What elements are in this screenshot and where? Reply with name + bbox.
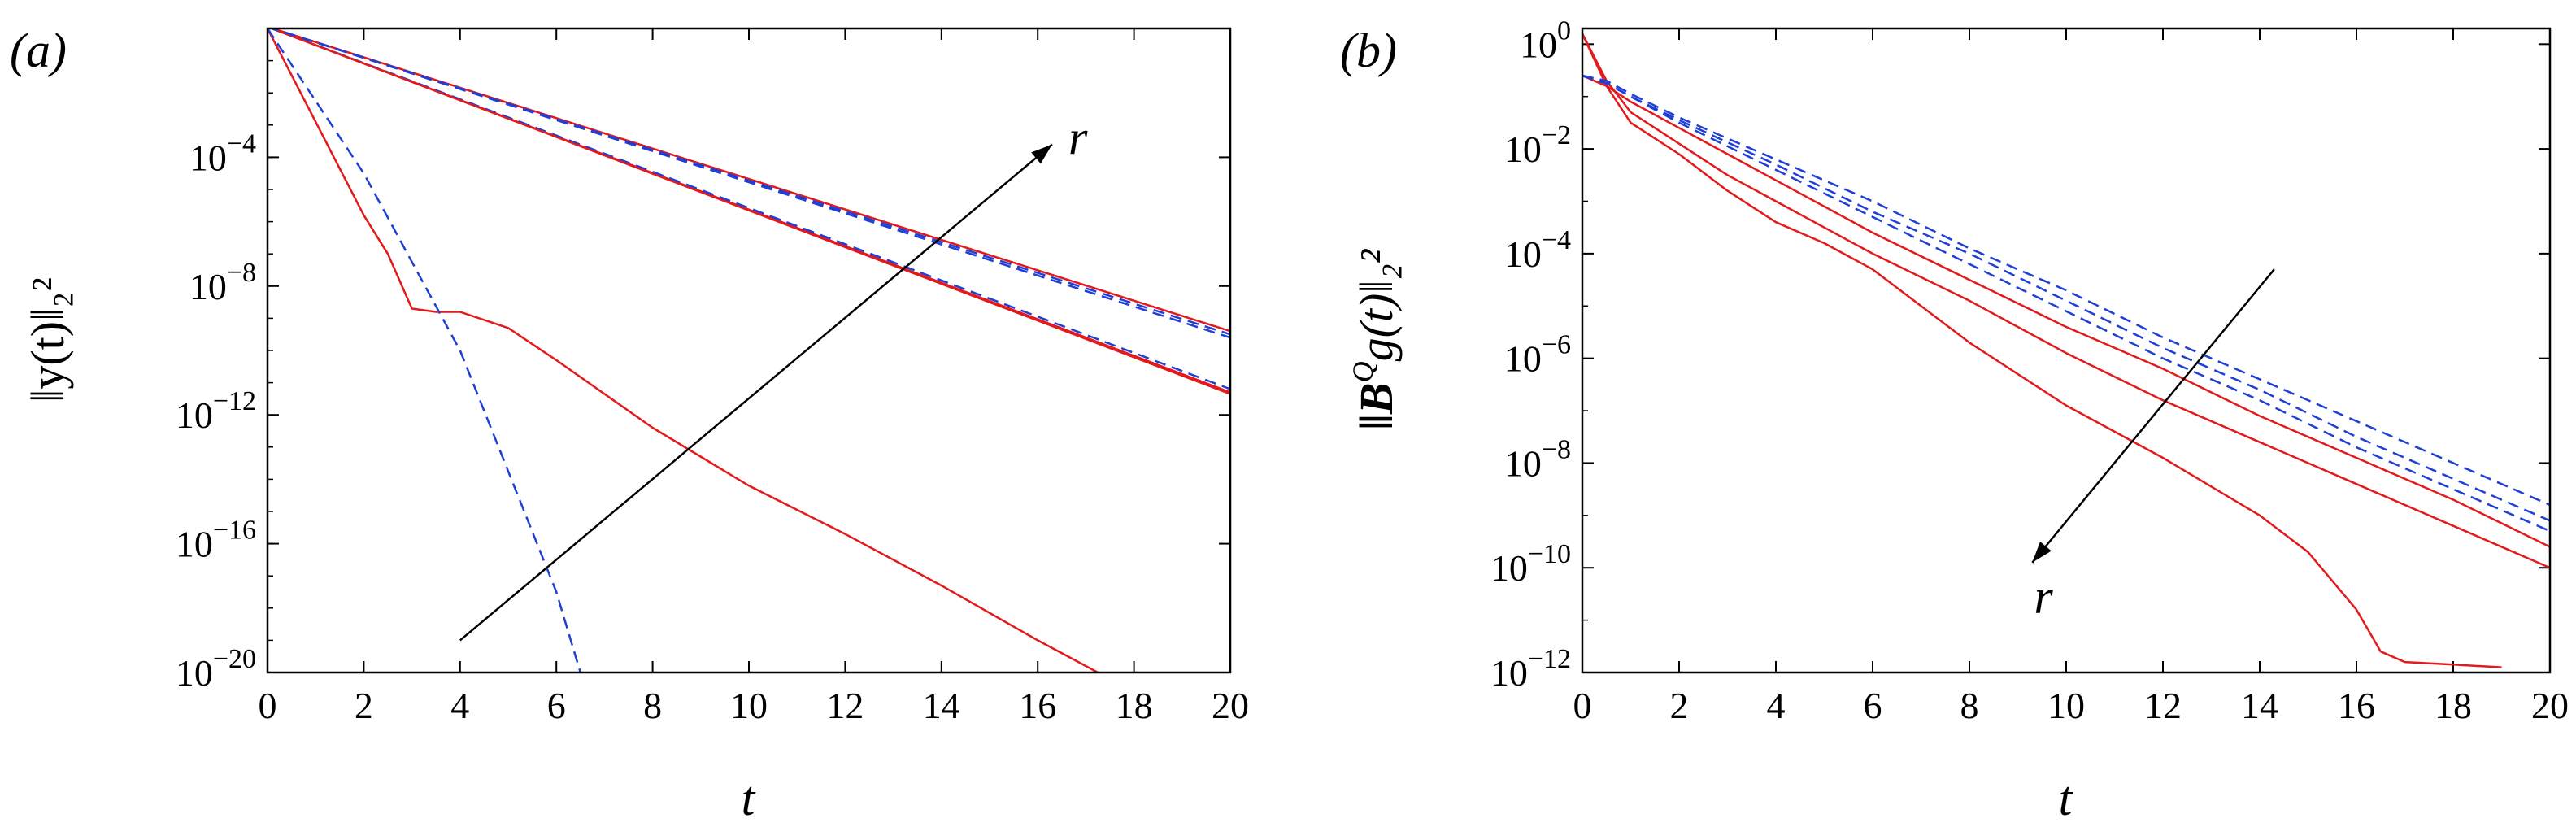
- panel-a-arrow-head: [1031, 144, 1052, 164]
- panel-b-xtick-label: 12: [2144, 685, 2182, 726]
- panel-b-series-red-3: [1582, 74, 2550, 548]
- panel-b-series-blue-1: [1582, 74, 2550, 533]
- panel-a-series: [268, 28, 1230, 672]
- panel-a-series-blue-4: [269, 28, 1230, 339]
- panel-a-xtick-label: 0: [259, 685, 277, 726]
- panel-b-xlabel: t: [2059, 772, 2073, 825]
- panel-b-series-red-2: [1582, 33, 2550, 569]
- panel-a-series-blue-1: [268, 28, 581, 672]
- panel-a-xtick-label: 10: [730, 685, 768, 726]
- panel-b-frame: [1581, 27, 2552, 674]
- panel-b: (b) t ‖BQg(t)‖₂² 0 2 4 6 8 10 12 14 16 18 20 100 10−…: [1340, 15, 2569, 825]
- panel-b-ylabel-tail: g(t)‖₂²: [1350, 248, 1403, 361]
- panel-a-ytick-label: 10−12: [176, 386, 256, 436]
- panel-a-xtick-label: 12: [826, 685, 864, 726]
- panel-a-xtick-label: 20: [1212, 685, 1249, 726]
- panel-a-ytick-label: 10−8: [189, 258, 256, 307]
- panel-a-label: (a): [10, 24, 67, 77]
- panel-a-ytick-label: 10−16: [176, 516, 256, 565]
- panel-b-xtick-label: 6: [1864, 685, 1882, 726]
- panel-a-series-red-1: [268, 28, 1100, 672]
- panel-b-ytick-label: 10−2: [1504, 120, 1571, 170]
- panel-b-arrow-label: r: [2034, 570, 2053, 624]
- panel-a-xtick-label: 8: [643, 685, 662, 726]
- panel-a-ytick-label: 10−20: [176, 644, 256, 694]
- panel-b-xtick-label: 2: [1670, 685, 1689, 726]
- panel-a-ticks: 0 2 4 6 8 10 12 14 16 18 20 10−4 10−8 10−12 10−16 10−20: [176, 28, 1249, 726]
- panel-a-xtick-label: 14: [923, 685, 960, 726]
- panel-b-ylabel-head: ‖B: [1350, 382, 1403, 430]
- panel-b-arrow-line: [2031, 268, 2275, 564]
- panel-a-xtick-label: 4: [450, 685, 469, 726]
- panel-a-ylabel: ‖y(t)‖₂²: [21, 277, 74, 403]
- panel-b-ylabel: ‖BQg(t)‖₂²: [1347, 248, 1403, 430]
- panel-a-xtick-label: 2: [355, 685, 373, 726]
- panel-b-xtick-label: 14: [2241, 685, 2278, 726]
- panel-b-xtick-label: 16: [2338, 685, 2375, 726]
- panel-b-ticks: 0 2 4 6 8 10 12 14 16 18 20 100 10−2 10−4 10−6 10−8 10−1…: [1490, 15, 2569, 726]
- panel-b-series-blue-3: [1582, 74, 2550, 507]
- panel-a-arrow: r: [459, 111, 1088, 642]
- panel-b-xtick-label: 4: [1767, 685, 1786, 726]
- panel-b-series-red-1: [1582, 33, 2502, 668]
- panel-b-series-blue-2: [1582, 74, 2550, 522]
- panel-b-xtick-label: 10: [2047, 685, 2085, 726]
- panel-a-arrow-label: r: [1068, 111, 1088, 165]
- panel-b-ytick-label: 10−8: [1504, 434, 1571, 484]
- panel-b-ytick-label: 10−10: [1490, 539, 1571, 589]
- panel-a-ytick-label: 10−4: [189, 128, 256, 178]
- panel-b-ytick-label: 10−6: [1504, 330, 1571, 380]
- panel-a-xlabel: t: [742, 772, 756, 825]
- panel-a-series-red-3: [268, 28, 1230, 395]
- panel-b-arrow: r: [2031, 268, 2275, 624]
- panel-a-xtick-label: 16: [1019, 685, 1056, 726]
- panel-b-ytick-label: 100: [1520, 15, 1571, 65]
- panel-b-xtick-label: 8: [1960, 685, 1979, 726]
- panel-b-ylabel-sup: Q: [1347, 361, 1379, 382]
- panel-b-ytick-label: 10−4: [1504, 225, 1571, 275]
- panel-b-xtick-label: 0: [1573, 685, 1592, 726]
- panel-b-label: (b): [1340, 24, 1397, 77]
- panel-b-arrow-head: [2032, 542, 2052, 563]
- panel-b-xtick-label: 18: [2435, 685, 2472, 726]
- panel-a: (a) t ‖y(t)‖₂² 0 2 4 6 8 10 12 14 16 18 20 10−4 10−8…: [10, 24, 1249, 825]
- panel-a-arrow-line: [459, 143, 1053, 642]
- panel-b-series: [1582, 33, 2550, 668]
- panel-b-xtick-label: 20: [2531, 685, 2569, 726]
- panel-b-ytick-label: 10−12: [1490, 644, 1571, 694]
- panel-a-xtick-label: 6: [547, 685, 566, 726]
- panel-a-frame: [266, 27, 1232, 674]
- panel-a-xtick-label: 18: [1116, 685, 1153, 726]
